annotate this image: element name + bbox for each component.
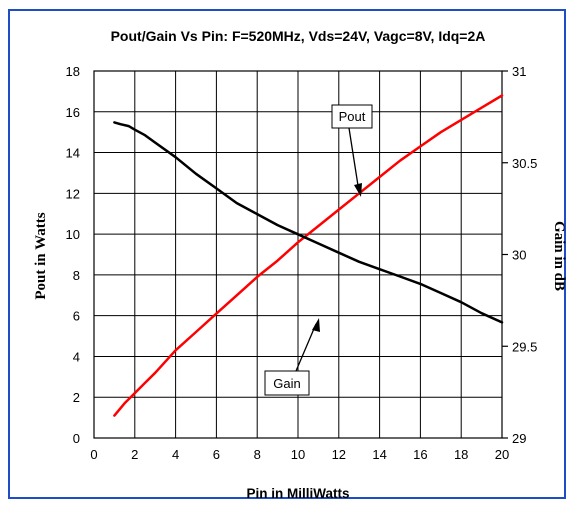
pout-callout-arrowhead — [354, 183, 362, 197]
gain-callout-arrowhead — [312, 318, 320, 332]
tick-labels: 0 2 4 6 8 10 12 14 16 18 20 0 2 4 6 8 10 12 14 16 18 29 29.5 30… — [66, 64, 538, 462]
y-axis-right-label: Gain in dB — [551, 221, 567, 291]
y-right-tick-label-2: 30 — [512, 248, 526, 263]
y-left-tick-label-7: 14 — [66, 146, 80, 161]
x-tick-label-0: 0 — [90, 447, 97, 462]
series-lines — [113, 94, 504, 417]
x-tick-label-2: 4 — [172, 447, 179, 462]
pout-callout-arrow-line — [348, 127, 360, 193]
chart-title: Pout/Gain Vs Pin: F=520MHz, Vds=24V, Vag… — [111, 28, 486, 44]
x-tick-label-6: 12 — [332, 447, 346, 462]
y-axis-left-label: Pout in Watts — [33, 212, 49, 299]
y-right-tick-label-4: 31 — [512, 64, 526, 79]
pout-callout-label: Pout — [339, 109, 366, 124]
y-left-tick-label-8: 16 — [66, 105, 80, 120]
y-left-tick-label-5: 10 — [66, 227, 80, 242]
x-axis-label: Pin in MilliWatts — [247, 486, 350, 501]
y-left-tick-label-3: 6 — [73, 309, 80, 324]
y-left-tick-label-0: 0 — [73, 431, 80, 446]
x-tick-label-7: 14 — [372, 447, 386, 462]
outer-frame — [8, 9, 566, 499]
y-left-tick-label-9: 18 — [66, 64, 80, 79]
y-left-tick-label-6: 12 — [66, 186, 80, 201]
y-left-tick-label-4: 8 — [73, 268, 80, 283]
y-right-tick-label-0: 29 — [512, 431, 526, 446]
gain-callout-arrow-line — [295, 323, 317, 372]
x-tick-label-9: 18 — [454, 447, 468, 462]
x-tick-label-3: 6 — [213, 447, 220, 462]
x-tick-label-5: 10 — [291, 447, 305, 462]
pout-callout-box — [331, 104, 373, 129]
y-right-tick-label-3: 30.5 — [512, 156, 537, 171]
series-line-pout — [113, 94, 504, 417]
y-left-tick-label-1: 2 — [73, 390, 80, 405]
y-right-tick-label-1: 29.5 — [512, 339, 537, 354]
x-tick-label-1: 2 — [131, 447, 138, 462]
series-line-gain — [113, 121, 504, 324]
y-left-tick-label-2: 4 — [73, 349, 80, 364]
x-tick-label-8: 16 — [413, 447, 427, 462]
x-tick-label-10: 20 — [495, 447, 509, 462]
gain-callout-box — [264, 370, 310, 396]
x-tick-label-4: 8 — [254, 447, 261, 462]
gain-callout-label: Gain — [273, 376, 300, 391]
